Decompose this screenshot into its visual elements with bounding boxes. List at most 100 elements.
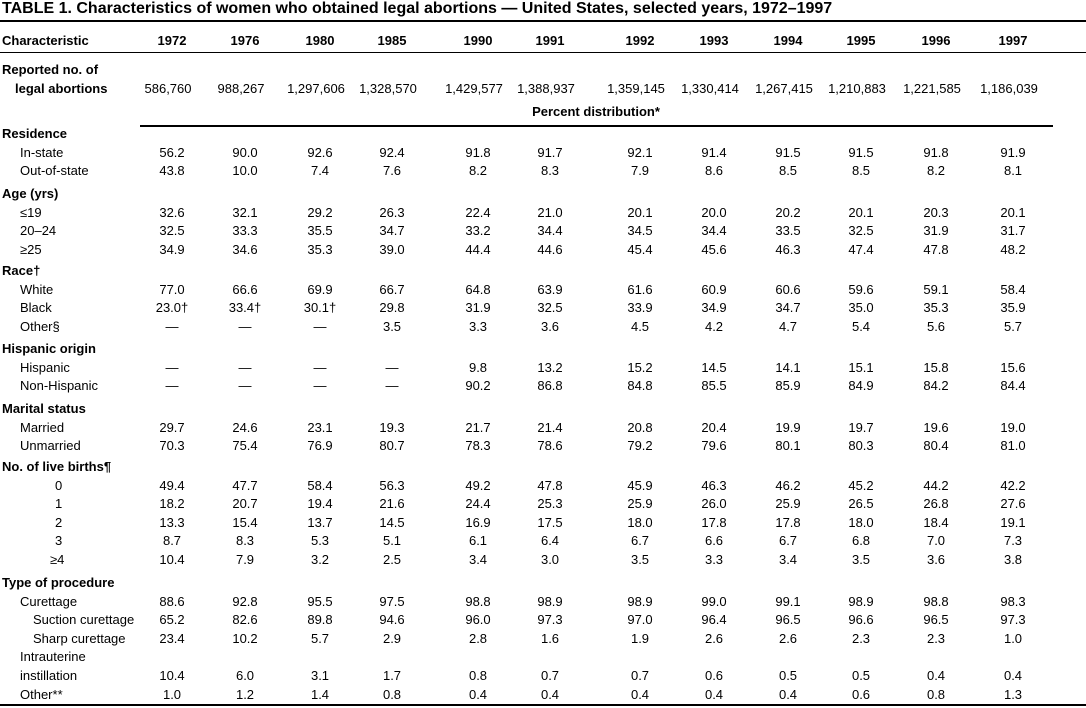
cell: 0.6 xyxy=(704,668,724,683)
cell: 33.4† xyxy=(228,300,262,316)
cell: 0.5 xyxy=(851,668,871,683)
cell: 85.9 xyxy=(775,378,801,394)
column-header: 1980 xyxy=(305,33,335,48)
cell: 78.3 xyxy=(465,438,491,454)
cell: — xyxy=(313,318,327,334)
column-header: 1997 xyxy=(998,33,1028,48)
row-label: Intrauterine xyxy=(20,649,86,665)
cell: 98.8 xyxy=(465,593,491,609)
cell: 3.1 xyxy=(310,668,330,683)
section-heading: No. of live births¶ xyxy=(2,459,112,474)
cell: 35.9 xyxy=(1000,300,1026,316)
cell: 1,328,570 xyxy=(359,81,417,96)
column-header: 1992 xyxy=(625,33,655,48)
cell: 78.6 xyxy=(537,438,563,454)
cell: 1.9 xyxy=(630,630,650,646)
cell: 29.7 xyxy=(159,419,185,435)
cell: 88.6 xyxy=(159,593,185,609)
cell: 80.4 xyxy=(923,438,949,454)
cell: 98.9 xyxy=(627,593,653,609)
cell: 18.0 xyxy=(627,514,653,530)
cell: 35.3 xyxy=(307,241,333,257)
cell: 2.3 xyxy=(851,630,871,646)
cell: 18.0 xyxy=(848,514,874,530)
cell: — xyxy=(165,359,179,375)
column-header: 1972 xyxy=(157,33,187,48)
cell: 95.5 xyxy=(307,593,333,609)
cell: 0.4 xyxy=(704,686,724,702)
cell: 19.1 xyxy=(1000,514,1026,530)
cell: 44.4 xyxy=(465,241,491,257)
cell: 43.8 xyxy=(159,163,185,179)
cell: 10.2 xyxy=(232,630,258,646)
row-label: instillation xyxy=(20,668,78,683)
cell: 2.8 xyxy=(468,630,488,646)
cell: 25.9 xyxy=(627,496,653,512)
cell: 19.4 xyxy=(307,496,333,512)
cell: 1.6 xyxy=(540,630,560,646)
cell: 0.8 xyxy=(468,668,488,683)
cell: 1.3 xyxy=(1003,686,1023,702)
row-label: White xyxy=(20,281,54,297)
cell: 30.1† xyxy=(303,300,337,316)
cell: 91.4 xyxy=(701,144,727,160)
cell: 46.2 xyxy=(775,477,801,493)
cell: 8.3 xyxy=(235,533,255,549)
cell: 25.3 xyxy=(537,496,563,512)
row-label: 0 xyxy=(55,477,63,493)
cell: — xyxy=(238,359,252,375)
cell: 34.9 xyxy=(701,300,727,316)
cell: 1.2 xyxy=(235,686,255,702)
cell: 4.5 xyxy=(630,318,650,334)
cell: 19.3 xyxy=(379,419,405,435)
cell: 96.4 xyxy=(701,612,727,628)
row-label: Sharp curettage xyxy=(33,630,126,646)
cell: 8.7 xyxy=(162,533,182,549)
cell: 1,186,039 xyxy=(980,81,1038,96)
cell: 0.8 xyxy=(926,686,946,702)
cell: 91.7 xyxy=(537,144,563,160)
column-header: 1991 xyxy=(535,33,565,48)
row-label: Unmarried xyxy=(20,438,81,454)
row-label: 2 xyxy=(55,514,63,530)
cell: 59.1 xyxy=(923,281,949,297)
cell: 1,388,937 xyxy=(517,81,575,96)
cell: 86.8 xyxy=(537,378,563,394)
cell: 94.6 xyxy=(379,612,405,628)
cell: 32.5 xyxy=(159,223,185,239)
cell: 92.1 xyxy=(627,144,653,160)
cell: 45.2 xyxy=(848,477,874,493)
cell: 91.8 xyxy=(465,144,491,160)
cell: 98.8 xyxy=(923,593,949,609)
cell: 49.4 xyxy=(159,477,185,493)
cell: 96.5 xyxy=(775,612,801,628)
cell: 84.2 xyxy=(923,378,949,394)
cell: 7.6 xyxy=(382,163,402,179)
cell: 24.4 xyxy=(465,496,491,512)
cell: 3.0 xyxy=(540,552,560,567)
cell: 84.4 xyxy=(1000,378,1026,394)
cell: 33.5 xyxy=(775,223,801,239)
cell: 70.3 xyxy=(159,438,185,454)
cell: 6.1 xyxy=(468,533,488,549)
cell: 29.8 xyxy=(379,300,405,316)
cell: 39.0 xyxy=(379,241,405,257)
cell: 0.8 xyxy=(382,686,402,702)
cell: 19.0 xyxy=(1000,419,1026,435)
cell: 8.2 xyxy=(468,163,488,179)
cell: 19.7 xyxy=(848,419,874,435)
cell: 58.4 xyxy=(307,477,333,493)
cell: 26.0 xyxy=(701,496,727,512)
cell: 10.4 xyxy=(159,552,185,567)
cell: 26.8 xyxy=(923,496,949,512)
cell: — xyxy=(385,359,399,375)
cell: — xyxy=(313,378,327,394)
row-label: ≥25 xyxy=(20,241,42,257)
cell: 34.6 xyxy=(232,241,258,257)
cell: 6.6 xyxy=(704,533,724,549)
cell: 84.9 xyxy=(848,378,874,394)
cell: 80.3 xyxy=(848,438,874,454)
cell: 2.6 xyxy=(704,630,724,646)
cell: 15.6 xyxy=(1000,359,1026,375)
